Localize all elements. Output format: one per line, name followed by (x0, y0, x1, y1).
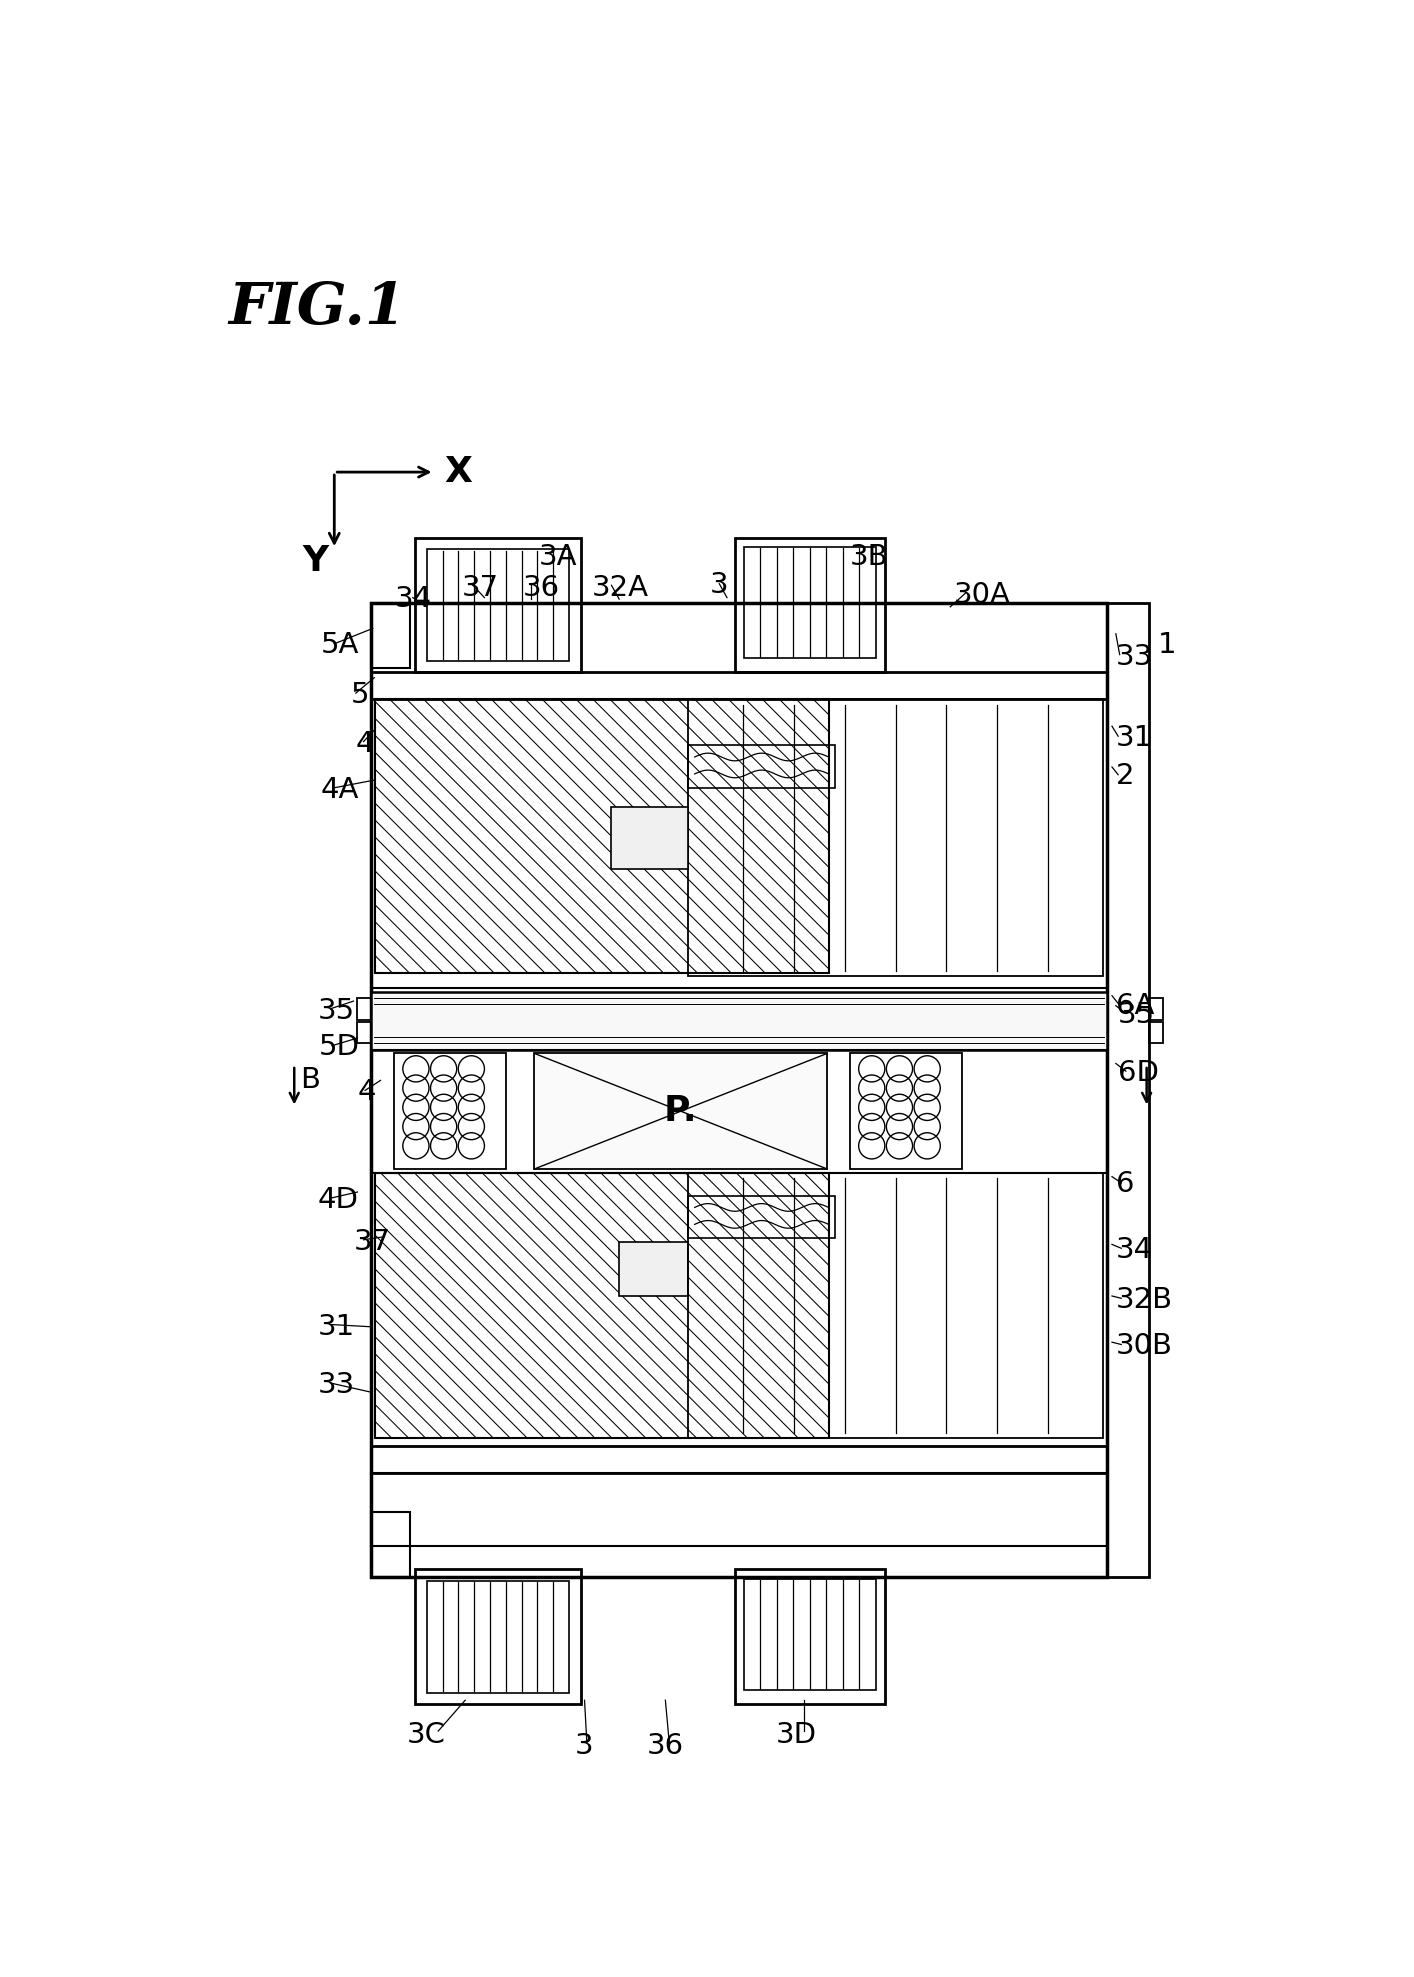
Bar (372, 1445, 1107, 1473)
Text: 4D: 4D (317, 1186, 358, 1214)
Bar (416, 538, 581, 672)
Text: 3: 3 (710, 571, 728, 599)
Bar (735, 1570, 885, 1704)
Text: 31: 31 (317, 1313, 355, 1340)
Text: 3C: 3C (407, 1720, 447, 1750)
Text: 6A: 6A (1116, 992, 1154, 1020)
Text: 5D: 5D (320, 1034, 361, 1062)
Text: 33: 33 (1116, 643, 1152, 670)
Bar (611, 807, 689, 868)
Text: 32A: 32A (592, 573, 649, 601)
Bar (375, 700, 830, 973)
Bar (427, 1582, 570, 1692)
Bar (358, 1022, 372, 1044)
Text: 5: 5 (351, 682, 369, 710)
Text: X: X (444, 455, 472, 488)
Bar (395, 1054, 506, 1168)
Text: 3A: 3A (539, 544, 577, 571)
Text: 35: 35 (317, 996, 355, 1026)
Text: 2: 2 (1116, 763, 1134, 791)
Text: 4: 4 (356, 730, 375, 757)
Bar (850, 1054, 962, 1168)
Bar (372, 1050, 1107, 1172)
Text: 31: 31 (1116, 724, 1152, 751)
Bar (372, 603, 1107, 1578)
Text: Y: Y (303, 544, 328, 577)
Bar (689, 745, 834, 787)
Text: 35: 35 (1118, 1000, 1155, 1028)
Text: 3B: 3B (850, 544, 889, 571)
Text: P.: P. (665, 1093, 697, 1129)
Bar (372, 1473, 1107, 1546)
Text: 32B: 32B (1116, 1285, 1174, 1315)
Text: 37: 37 (461, 573, 499, 601)
Bar (427, 550, 570, 660)
Text: 3: 3 (575, 1732, 594, 1760)
Bar (416, 1570, 581, 1704)
Text: 6D: 6D (1118, 1060, 1159, 1087)
Text: 36: 36 (523, 573, 560, 601)
Text: 3D: 3D (776, 1720, 817, 1750)
Bar (689, 700, 1103, 977)
Text: 33: 33 (317, 1370, 355, 1398)
Bar (689, 1196, 834, 1238)
Bar (744, 548, 875, 658)
Text: 34: 34 (395, 585, 431, 613)
Bar (1107, 603, 1150, 1578)
Bar (358, 998, 372, 1020)
Text: 5A: 5A (321, 631, 359, 660)
Bar (372, 672, 1107, 700)
Text: B: B (300, 1066, 320, 1095)
Bar (619, 1242, 689, 1297)
Bar (689, 1172, 1103, 1439)
Bar (375, 1172, 830, 1439)
Text: 37: 37 (354, 1228, 390, 1255)
Bar (744, 1578, 875, 1690)
Bar (534, 1054, 827, 1168)
Bar (1150, 1022, 1162, 1044)
Text: 4A: 4A (321, 777, 359, 805)
Text: 4: 4 (358, 1077, 376, 1105)
Bar (735, 538, 885, 672)
Bar (1150, 998, 1162, 1020)
Text: 30B: 30B (1116, 1332, 1172, 1360)
Bar (372, 603, 410, 668)
Text: FIG.1: FIG.1 (228, 279, 406, 336)
Text: 6: 6 (1116, 1170, 1134, 1198)
Text: 1: 1 (1158, 631, 1176, 660)
Bar (372, 992, 1107, 1050)
Text: 30A: 30A (954, 581, 1011, 609)
Text: 34: 34 (1116, 1236, 1152, 1263)
Bar (372, 1512, 410, 1578)
Text: 36: 36 (646, 1732, 684, 1760)
